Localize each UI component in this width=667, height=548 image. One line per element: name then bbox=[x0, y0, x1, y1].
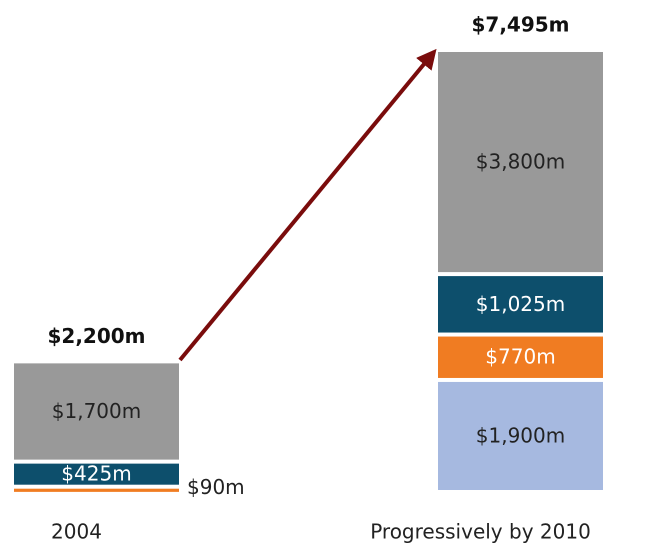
bar-segment bbox=[438, 381, 603, 490]
bar-segment bbox=[14, 463, 179, 485]
value-label: $1,700m bbox=[52, 399, 141, 423]
bar-segment bbox=[438, 336, 603, 378]
value-label: $770m bbox=[485, 345, 555, 369]
value-label: $1,025m bbox=[476, 292, 565, 316]
total-label: $7,495m bbox=[471, 13, 569, 37]
x-tick-label: Progressively by 2010 bbox=[370, 520, 591, 544]
value-label: $425m bbox=[61, 462, 131, 486]
bar-segment bbox=[14, 488, 179, 492]
value-label: $3,800m bbox=[476, 150, 565, 174]
value-label: $90m bbox=[187, 475, 245, 499]
bar-segment bbox=[14, 363, 179, 460]
growth-arrow bbox=[178, 48, 437, 362]
x-tick-label: 2004 bbox=[51, 520, 102, 544]
bar-segment bbox=[438, 52, 603, 273]
total-label: $2,200m bbox=[47, 324, 145, 348]
value-label: $1,900m bbox=[476, 423, 565, 447]
bar-segment bbox=[438, 276, 603, 333]
